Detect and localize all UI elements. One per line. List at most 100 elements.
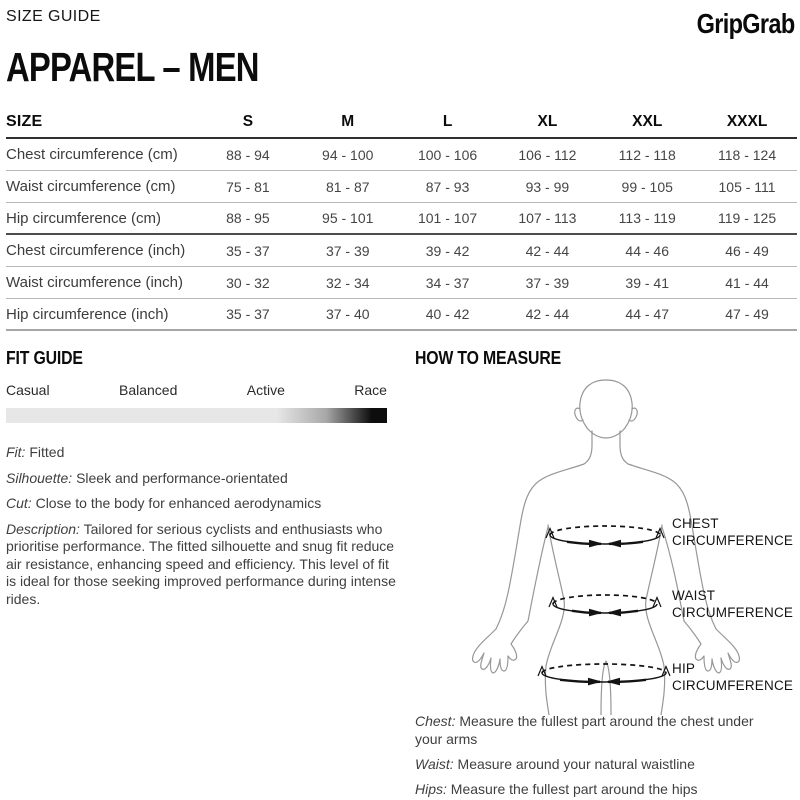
table-row-hip-inch: Hip circumference (inch) 35 - 37 37 - 40… — [6, 299, 797, 331]
size-header-xl: XL — [537, 112, 558, 130]
size-header-xxl: XXL — [632, 112, 663, 130]
fit-details: Fit: Fitted Silhouette: Sleek and perfor… — [6, 444, 398, 616]
table-cell: 41 - 44 — [725, 274, 769, 291]
table-cell: 93 - 99 — [525, 178, 570, 195]
row-label: Chest circumference (inch) — [6, 242, 186, 259]
table-cell: 95 - 101 — [322, 210, 374, 226]
table-cell: 94 - 100 — [322, 146, 374, 163]
body-outline — [472, 379, 740, 715]
table-cell: 39 - 42 — [425, 242, 470, 259]
hip-circumference-label: HIP CIRCUMFERENCE — [672, 660, 793, 694]
size-table-header-row: SIZE S M L XL XXL XXXL — [6, 106, 797, 139]
instruction-term: Waist: — [415, 756, 454, 772]
table-cell: 106 - 112 — [518, 146, 577, 163]
fit-term: Silhouette: — [6, 469, 73, 486]
size-header-m: M — [341, 112, 355, 130]
table-cell: 47 - 49 — [725, 306, 769, 322]
table-cell: 35 - 37 — [226, 242, 270, 259]
instruction-hips: Hips: Measure the fullest part around th… — [415, 780, 763, 798]
chest-label-line2: CIRCUMFERENCE — [672, 533, 794, 548]
table-row-hip-cm: Hip circumference (cm) 88 - 95 95 - 101 … — [6, 203, 797, 235]
table-cell: 32 - 34 — [325, 274, 370, 291]
instruction-text: Measure the fullest part around the ches… — [415, 713, 754, 747]
how-to-measure-title: HOW TO MEASURE — [415, 348, 561, 368]
table-cell: 119 - 125 — [717, 210, 777, 226]
fit-scale-label-race: Race — [354, 382, 387, 398]
waist-circumference-label: WAIST CIRCUMFERENCE — [672, 587, 793, 621]
table-row-chest-cm: Chest circumference (cm) 88 - 94 94 - 10… — [6, 139, 797, 171]
fit-scale-label-casual: Casual — [6, 382, 50, 398]
fit-detail-fit: Fit: Fitted — [6, 444, 398, 462]
table-row-waist-inch: Waist circumference (inch) 30 - 32 32 - … — [6, 267, 797, 299]
fit-text: Tailored for serious cyclists and enthus… — [6, 520, 396, 607]
table-cell: 81 - 87 — [325, 178, 370, 195]
waist-label-line1: WAIST — [672, 588, 716, 603]
size-column-header: SIZE — [6, 112, 43, 130]
table-cell: 35 - 37 — [226, 306, 270, 322]
table-row-chest-inch: Chest circumference (inch) 35 - 37 37 - … — [6, 235, 797, 267]
table-cell: 113 - 119 — [618, 210, 676, 226]
fit-term: Description: — [6, 520, 80, 537]
size-table: SIZE S M L XL XXL XXXL Chest circumferen… — [6, 106, 797, 331]
row-label: Chest circumference (cm) — [6, 146, 178, 163]
page-label: SIZE GUIDE — [6, 8, 101, 25]
table-cell: 37 - 39 — [325, 242, 370, 259]
hip-measure-line — [537, 663, 671, 686]
table-cell: 44 - 46 — [625, 242, 670, 259]
fit-detail-cut: Cut: Close to the body for enhanced aero… — [6, 495, 398, 513]
table-row-waist-cm: Waist circumference (cm) 75 - 81 81 - 87… — [6, 171, 797, 203]
table-cell: 118 - 124 — [717, 146, 777, 163]
hip-label-line2: CIRCUMFERENCE — [672, 678, 794, 693]
table-cell: 30 - 32 — [226, 274, 270, 291]
fit-scale-label-balanced: Balanced — [118, 382, 178, 398]
table-cell: 37 - 40 — [325, 306, 370, 322]
table-cell: 44 - 47 — [625, 306, 670, 322]
body-measurement-figure — [472, 379, 740, 715]
measure-instructions: Chest: Measure the fullest part around t… — [415, 712, 763, 800]
table-cell: 87 - 93 — [425, 178, 470, 195]
fit-scale-labels: Casual Balanced Active Race — [6, 382, 387, 398]
instruction-term: Chest: — [415, 713, 456, 729]
table-cell: 34 - 37 — [425, 274, 470, 291]
table-cell: 107 - 113 — [518, 210, 577, 226]
waist-label-line2: CIRCUMFERENCE — [672, 605, 794, 620]
size-header-xxxl: XXXL — [726, 112, 768, 130]
hip-label-line1: HIP — [672, 661, 696, 676]
size-header-s: S — [242, 112, 254, 130]
table-cell: 101 - 107 — [417, 210, 478, 226]
instruction-chest: Chest: Measure the fullest part around t… — [415, 712, 763, 748]
fit-scale-label-active: Active — [246, 382, 285, 398]
chest-label-line1: CHEST — [672, 516, 719, 531]
waist-measure-line — [548, 594, 662, 617]
table-cell: 42 - 44 — [525, 242, 570, 259]
table-cell: 88 - 94 — [226, 146, 270, 163]
fit-detail-silhouette: Silhouette: Sleek and performance-orient… — [6, 470, 398, 488]
table-cell: 42 - 44 — [525, 306, 570, 322]
row-label: Waist circumference (cm) — [6, 178, 176, 195]
table-cell: 105 - 111 — [718, 178, 776, 195]
row-label: Hip circumference (cm) — [6, 209, 162, 227]
chest-measure-line — [545, 525, 665, 548]
fit-text: Sleek and performance-orientated — [76, 469, 288, 486]
row-label: Hip circumference (inch) — [6, 305, 169, 323]
table-cell: 40 - 42 — [425, 306, 470, 322]
fit-term: Fit: — [6, 444, 26, 460]
fit-text: Fitted — [29, 444, 65, 460]
instruction-waist: Waist: Measure around your natural waist… — [415, 755, 763, 773]
chest-circumference-label: CHEST CIRCUMFERENCE — [672, 515, 793, 549]
instruction-text: Measure around your natural waistline — [457, 756, 695, 772]
table-cell: 112 - 118 — [618, 146, 676, 163]
row-label: Waist circumference (inch) — [6, 274, 183, 291]
instruction-term: Hips: — [415, 781, 447, 797]
page-title: APPAREL – MEN — [6, 44, 259, 90]
table-cell: 39 - 41 — [625, 274, 670, 291]
fit-detail-description: Description: Tailored for serious cyclis… — [6, 521, 398, 609]
fit-scale-gradient-bar — [6, 408, 387, 423]
table-cell: 37 - 39 — [525, 274, 570, 291]
table-cell: 99 - 105 — [621, 178, 673, 195]
fit-text: Close to the body for enhanced aerodynam… — [35, 495, 322, 511]
instruction-text: Measure the fullest part around the hips — [450, 781, 698, 797]
table-cell: 88 - 95 — [226, 210, 270, 226]
fit-guide-title: FIT GUIDE — [6, 348, 83, 368]
